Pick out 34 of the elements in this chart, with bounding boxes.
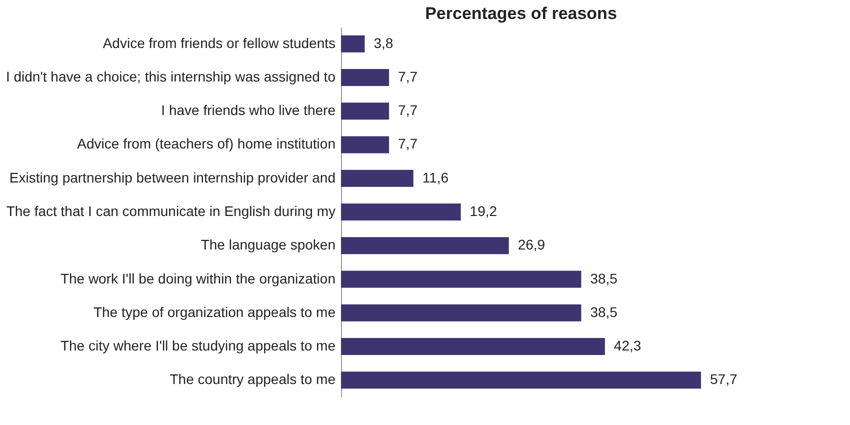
y-tick-label: The type of organization appeals to me xyxy=(93,304,336,320)
bar xyxy=(341,237,509,254)
y-tick-label: I have friends who live there xyxy=(161,102,336,118)
data-label: 19,2 xyxy=(470,203,498,219)
bar xyxy=(341,68,390,86)
data-label: 42,3 xyxy=(614,338,642,354)
bar xyxy=(341,338,605,356)
bar xyxy=(341,35,365,52)
bar xyxy=(341,204,461,220)
data-label: 7,7 xyxy=(398,68,418,84)
bar xyxy=(341,270,582,288)
y-tick-label: I didn't have a choice; this internship was assigned to xyxy=(6,68,336,84)
data-label: 7,7 xyxy=(398,102,418,118)
data-label: 3,8 xyxy=(374,34,394,51)
y-tick-label: The language spoken xyxy=(200,236,336,253)
y-tick-label: The fact that I can communicate in English during my xyxy=(6,203,336,219)
y-tick-label: Advice from friends or fellow students xyxy=(102,34,336,51)
bar xyxy=(341,372,701,389)
data-label: 11,6 xyxy=(422,169,449,186)
bar xyxy=(341,170,414,187)
data-label: 38,5 xyxy=(590,270,618,286)
data-label: 38,5 xyxy=(590,304,618,320)
data-label: 26,9 xyxy=(518,236,546,253)
y-tick-label: The city where I'll be studying appeals to me xyxy=(60,338,336,354)
y-tick-label: The country appeals to me xyxy=(170,371,336,388)
data-label: 57,7 xyxy=(710,371,738,388)
data-label: 7,7 xyxy=(398,136,418,152)
bar xyxy=(341,102,390,120)
chart-title: Percentages of reasons xyxy=(425,4,617,23)
bar xyxy=(341,136,390,154)
bar xyxy=(341,304,582,322)
y-tick-label: Existing partnership between internship provider and xyxy=(9,169,336,186)
y-tick-label: The work I'll be doing within the organization xyxy=(60,270,336,286)
y-tick-label: Advice from (teachers of) home institution xyxy=(77,136,336,152)
